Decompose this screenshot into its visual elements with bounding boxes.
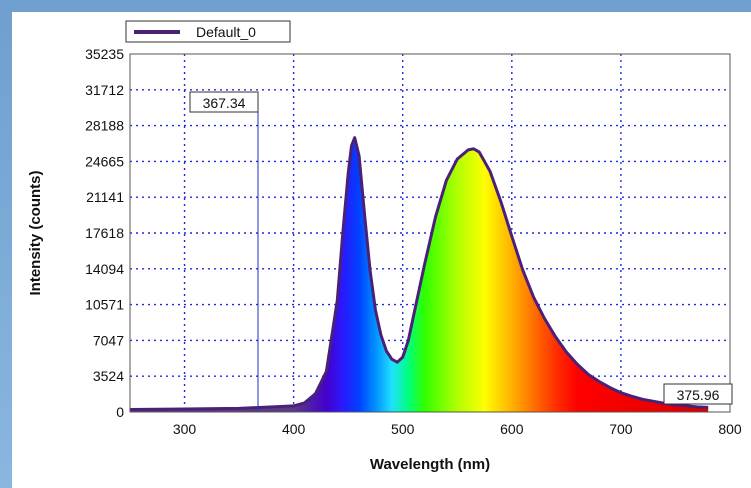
y-tick-label: 14094 xyxy=(85,261,124,277)
y-tick-label: 31712 xyxy=(85,82,124,98)
spectrum-chart: 367.34 0 3524 7047 10571 14094 17618 21141 2466… xyxy=(27,20,742,473)
end-value-text: 375.96 xyxy=(677,387,720,403)
y-tick-label: 0 xyxy=(116,404,124,420)
cursor-marker[interactable]: 367.34 xyxy=(189,91,259,412)
y-tick-label: 7047 xyxy=(93,332,124,348)
plot-border xyxy=(129,53,731,413)
y-tick-label: 17618 xyxy=(85,225,124,241)
legend-label: Default_0 xyxy=(196,24,256,40)
spectrum-line xyxy=(130,136,709,411)
cursor-label-box xyxy=(189,91,259,113)
y-tick-label: 35235 xyxy=(85,46,124,62)
cursor-label-text: 367.34 xyxy=(203,95,246,111)
end-value-box xyxy=(663,383,733,405)
x-tick-label: 800 xyxy=(718,421,742,437)
y-tick-label: 24665 xyxy=(85,153,124,169)
x-tick-label: 700 xyxy=(609,421,633,437)
legend-box xyxy=(125,20,291,43)
x-tick-label: 500 xyxy=(391,421,415,437)
x-tick-label: 300 xyxy=(173,421,197,437)
y-tick-label: 28188 xyxy=(85,118,124,134)
spectrum-fill xyxy=(130,137,709,412)
x-axis-ticks: 300 400 500 600 700 800 xyxy=(173,421,742,437)
y-axis-title: Intensity (counts) xyxy=(27,170,44,295)
y-axis-ticks: 0 3524 7047 10571 14094 17618 21141 24665 28188 3… xyxy=(85,46,124,420)
y-tick-label: 10571 xyxy=(85,297,124,313)
legend[interactable]: Default_0 xyxy=(125,20,291,43)
x-tick-label: 400 xyxy=(282,421,306,437)
y-tick-label: 3524 xyxy=(93,368,124,384)
x-tick-label: 600 xyxy=(500,421,524,437)
chart-panel: 367.34 0 3524 7047 10571 14094 17618 21141 2466… xyxy=(12,12,751,488)
spectrum-series xyxy=(130,136,709,412)
x-axis-title: Wavelength (nm) xyxy=(370,456,490,473)
y-tick-label: 21141 xyxy=(86,189,124,205)
end-value-label: 375.96 xyxy=(663,383,733,405)
